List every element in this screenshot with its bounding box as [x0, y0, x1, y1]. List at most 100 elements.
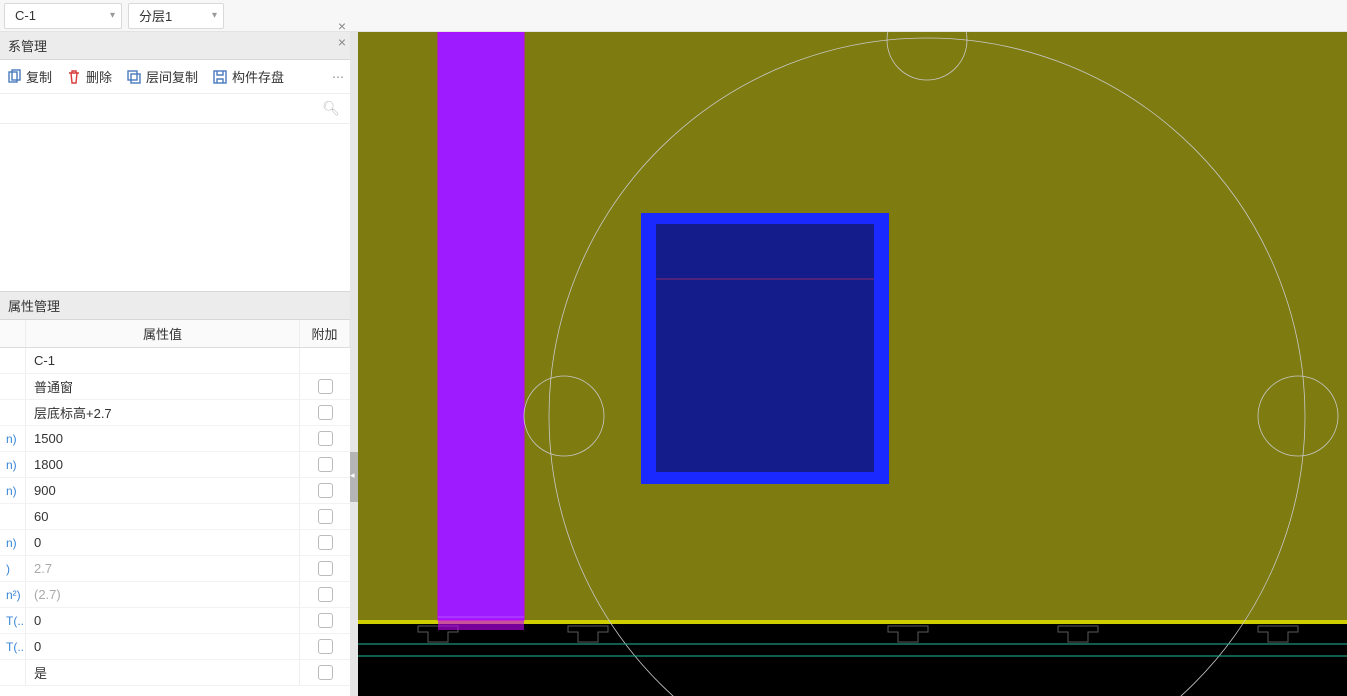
property-extra [300, 452, 350, 477]
property-key: T(... [0, 634, 26, 659]
property-extra [300, 374, 350, 399]
property-row[interactable]: n)1500 [0, 426, 350, 452]
property-col-value: 属性值 [26, 320, 300, 347]
property-value[interactable]: 是 [26, 660, 300, 685]
checkbox-icon[interactable] [318, 639, 333, 654]
property-row[interactable]: 60 [0, 504, 350, 530]
splitter-grip-icon[interactable] [350, 452, 358, 502]
property-extra [300, 582, 350, 607]
save-icon [212, 69, 228, 85]
column-splitter[interactable] [350, 32, 358, 696]
floor-copy-button[interactable]: 层间复制 [126, 67, 198, 86]
component-select-value: C-1 [15, 8, 36, 23]
property-row[interactable]: n)0 [0, 530, 350, 556]
property-value[interactable]: 0 [26, 634, 300, 659]
delete-label: 删除 [86, 67, 112, 86]
component-toolbar: 复制 删除 层间复制 构件存盘 ⋯ [0, 60, 350, 94]
component-panel-header: 系管理 [0, 32, 350, 60]
property-extra [300, 608, 350, 633]
checkbox-icon[interactable] [318, 587, 333, 602]
chevron-down-icon: ▾ [110, 10, 115, 21]
property-row[interactable]: 普通窗 [0, 374, 350, 400]
property-key: n) [0, 478, 26, 503]
copy-button[interactable]: 复制 [6, 67, 52, 86]
property-row[interactable]: C-1 [0, 348, 350, 374]
checkbox-icon[interactable] [318, 483, 333, 498]
delete-button[interactable]: 删除 [66, 67, 112, 86]
property-extra [300, 504, 350, 529]
property-row[interactable]: T(...0 [0, 634, 350, 660]
property-value[interactable]: 900 [26, 478, 300, 503]
property-value[interactable]: 60 [26, 504, 300, 529]
property-extra [300, 426, 350, 451]
property-row[interactable]: )2.7 [0, 556, 350, 582]
property-value[interactable]: 层底标高+2.7 [26, 400, 300, 425]
layer-select[interactable]: 分层1 ▾ [128, 3, 224, 29]
checkbox-icon[interactable] [318, 379, 333, 394]
property-value[interactable]: 2.7 [26, 556, 300, 581]
property-value[interactable]: (2.7) [26, 582, 300, 607]
trash-icon [66, 69, 82, 85]
copy-icon [6, 69, 22, 85]
checkbox-icon[interactable] [318, 535, 333, 550]
property-key: T(... [0, 608, 26, 633]
property-extra [300, 478, 350, 503]
component-search-row: 🔍︎ [0, 94, 350, 124]
checkbox-icon[interactable] [318, 457, 333, 472]
top-strip: C-1 ▾ 分层1 ▾ [0, 0, 1347, 32]
chevron-down-icon: ▾ [212, 10, 217, 21]
property-extra [300, 556, 350, 581]
property-key [0, 348, 26, 373]
component-save-button[interactable]: 构件存盘 [212, 67, 284, 86]
checkbox-icon[interactable] [318, 405, 333, 420]
property-key: n²) [0, 582, 26, 607]
property-panel: × 属性管理 属性值 附加 C-1普通窗层底标高+2.7n)1500n)1800… [0, 292, 350, 696]
property-value[interactable]: 1800 [26, 452, 300, 477]
cad-scene [358, 32, 1347, 696]
checkbox-icon[interactable] [318, 613, 333, 628]
property-col-key [0, 320, 26, 347]
property-extra [300, 634, 350, 659]
left-column: × 系管理 复制 删除 层间复制 构件存盘 [0, 32, 350, 696]
checkbox-icon[interactable] [318, 561, 333, 576]
property-key [0, 504, 26, 529]
property-panel-header: 属性管理 [0, 292, 350, 320]
property-row[interactable]: 层底标高+2.7 [0, 400, 350, 426]
property-key [0, 660, 26, 685]
property-row[interactable]: 是 [0, 660, 350, 686]
property-extra [300, 348, 350, 373]
search-icon[interactable]: 🔍︎ [322, 100, 340, 117]
toolbar-more-icon[interactable]: ⋯ [332, 70, 344, 84]
floor-copy-label: 层间复制 [146, 67, 198, 86]
property-row[interactable]: n²)(2.7) [0, 582, 350, 608]
property-extra [300, 660, 350, 685]
property-value[interactable]: 0 [26, 608, 300, 633]
property-key: ) [0, 556, 26, 581]
property-panel-title: 属性管理 [8, 296, 60, 315]
property-row[interactable]: n)900 [0, 478, 350, 504]
component-save-label: 构件存盘 [232, 67, 284, 86]
property-key [0, 374, 26, 399]
component-select[interactable]: C-1 ▾ [4, 3, 122, 29]
property-extra [300, 400, 350, 425]
property-col-extra: 附加 [300, 320, 350, 347]
property-value[interactable]: C-1 [26, 348, 300, 373]
property-table-body: C-1普通窗层底标高+2.7n)1500n)1800n)90060n)0)2.7… [0, 348, 350, 696]
component-list-body [0, 124, 350, 291]
checkbox-icon[interactable] [318, 509, 333, 524]
property-value[interactable]: 普通窗 [26, 374, 300, 399]
property-key: n) [0, 530, 26, 555]
checkbox-icon[interactable] [318, 431, 333, 446]
property-row[interactable]: n)1800 [0, 452, 350, 478]
cad-viewport[interactable] [358, 32, 1347, 696]
checkbox-icon[interactable] [318, 665, 333, 680]
component-panel: × 系管理 复制 删除 层间复制 构件存盘 [0, 32, 350, 292]
property-value[interactable]: 1500 [26, 426, 300, 451]
property-value[interactable]: 0 [26, 530, 300, 555]
property-key: n) [0, 452, 26, 477]
property-row[interactable]: T(...0 [0, 608, 350, 634]
property-table-header: 属性值 附加 [0, 320, 350, 348]
layer-select-value: 分层1 [139, 6, 172, 25]
copy-label: 复制 [26, 67, 52, 86]
component-panel-title: 系管理 [8, 36, 47, 55]
